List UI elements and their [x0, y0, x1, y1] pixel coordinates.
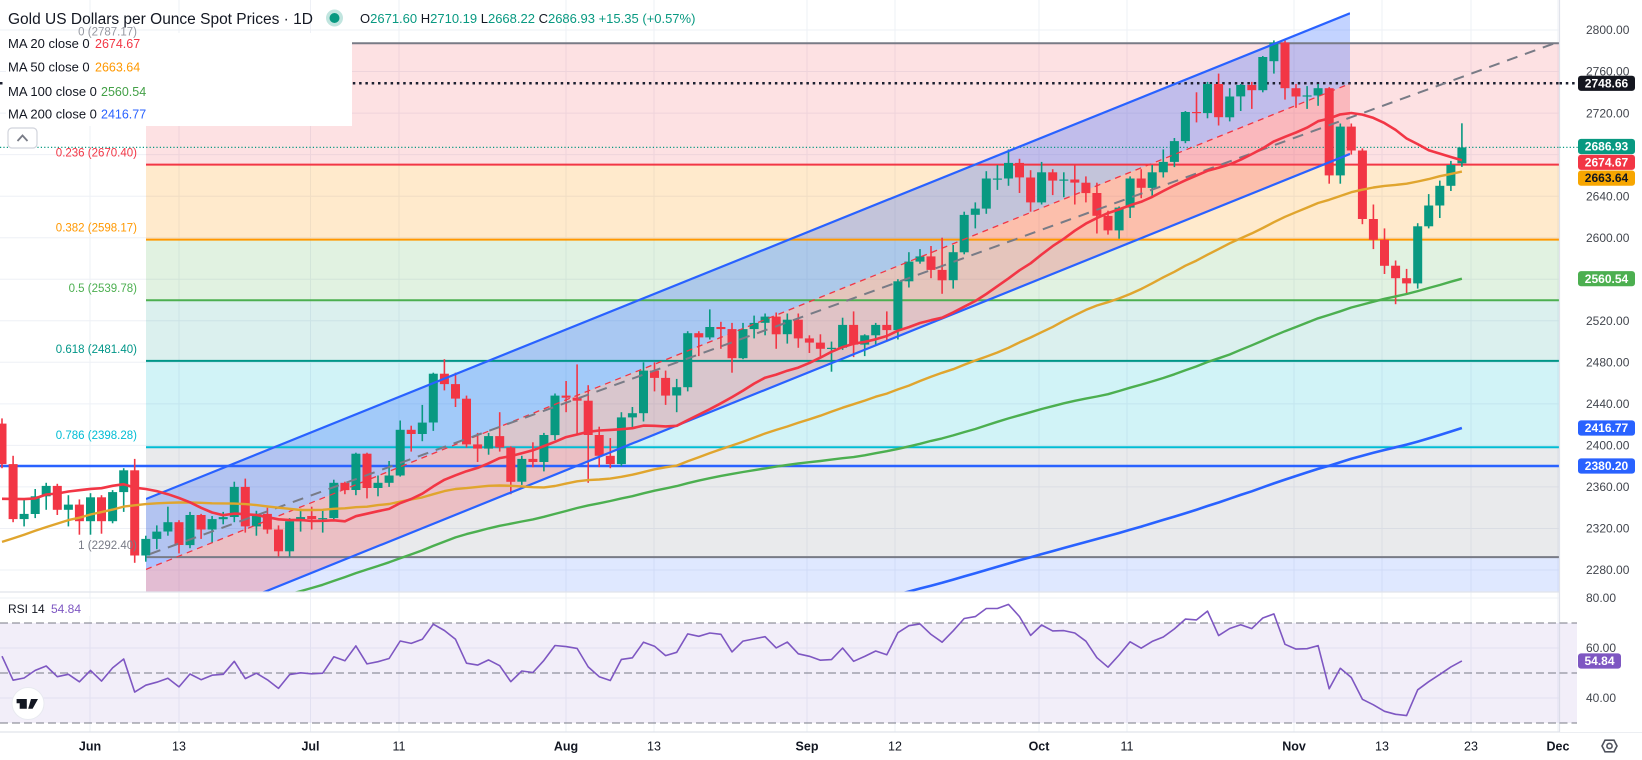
svg-text:RSI 14: RSI 14: [8, 602, 45, 616]
svg-text:0.5 (2539.78): 0.5 (2539.78): [69, 283, 138, 295]
svg-text:2674.67: 2674.67: [95, 37, 140, 51]
svg-text:2760.00: 2760.00: [1586, 65, 1630, 79]
svg-text:2480.00: 2480.00: [1586, 356, 1630, 370]
svg-text:54.84: 54.84: [51, 602, 81, 616]
svg-text:2416.77: 2416.77: [101, 108, 146, 122]
svg-text:0 (2787.17): 0 (2787.17): [78, 27, 137, 39]
svg-text:80.00: 80.00: [1586, 591, 1616, 605]
svg-text:60.00: 60.00: [1586, 641, 1616, 655]
svg-text:2640.00: 2640.00: [1586, 189, 1630, 203]
svg-text:54.84: 54.84: [1584, 654, 1614, 668]
svg-text:13: 13: [1375, 740, 1389, 754]
svg-text:MA 50 close 0: MA 50 close 0: [8, 59, 90, 74]
svg-text:Oct: Oct: [1029, 740, 1051, 754]
svg-text:Nov: Nov: [1282, 740, 1306, 754]
svg-text:2748.66: 2748.66: [1585, 76, 1629, 90]
svg-text:2674.67: 2674.67: [1585, 155, 1629, 169]
svg-text:2720.00: 2720.00: [1586, 106, 1630, 120]
svg-text:Sep: Sep: [796, 740, 819, 754]
svg-text:2663.64: 2663.64: [1585, 171, 1629, 185]
svg-text:2686.93: 2686.93: [1585, 140, 1629, 154]
svg-text:2440.00: 2440.00: [1586, 397, 1630, 411]
svg-text:Dec: Dec: [1547, 740, 1570, 754]
svg-text:MA 200 close 0: MA 200 close 0: [8, 107, 97, 122]
svg-text:11: 11: [1121, 740, 1134, 754]
svg-text:MA 100 close 0: MA 100 close 0: [8, 84, 97, 99]
svg-text:2380.20: 2380.20: [1585, 459, 1629, 473]
svg-text:O2671.60 H2710.19 L2668.22 C26: O2671.60 H2710.19 L2668.22 C2686.93 +15.…: [360, 11, 695, 26]
svg-text:2800.00: 2800.00: [1586, 23, 1630, 37]
svg-text:2416.77: 2416.77: [1585, 421, 1629, 435]
svg-text:MA 20 close 0: MA 20 close 0: [8, 36, 90, 51]
svg-text:2560.54: 2560.54: [1585, 272, 1629, 286]
svg-text:11: 11: [393, 740, 406, 754]
svg-text:0.382 (2598.17): 0.382 (2598.17): [56, 223, 137, 235]
svg-text:0.236 (2670.40): 0.236 (2670.40): [56, 148, 137, 160]
svg-text:2600.00: 2600.00: [1586, 231, 1630, 245]
svg-text:2360.00: 2360.00: [1586, 480, 1630, 494]
svg-text:Jul: Jul: [301, 740, 319, 754]
svg-text:Gold US Dollars per Ounce Spot: Gold US Dollars per Ounce Spot Prices · …: [8, 11, 313, 28]
svg-text:23: 23: [1464, 740, 1478, 754]
svg-text:2663.64: 2663.64: [95, 60, 140, 74]
svg-text:0.618 (2481.40): 0.618 (2481.40): [56, 344, 137, 356]
svg-text:2280.00: 2280.00: [1586, 563, 1630, 577]
svg-text:13: 13: [172, 740, 186, 754]
svg-text:2560.54: 2560.54: [101, 85, 146, 99]
svg-text:Aug: Aug: [554, 740, 578, 754]
svg-text:2520.00: 2520.00: [1586, 314, 1630, 328]
svg-text:2400.00: 2400.00: [1586, 439, 1630, 453]
svg-text:Jun: Jun: [79, 740, 101, 754]
svg-text:0.786 (2398.28): 0.786 (2398.28): [56, 430, 137, 442]
svg-text:12: 12: [888, 740, 902, 754]
svg-text:40.00: 40.00: [1586, 691, 1616, 705]
svg-text:2320.00: 2320.00: [1586, 522, 1630, 536]
svg-text:13: 13: [647, 740, 661, 754]
svg-text:1 (2292.40): 1 (2292.40): [78, 540, 137, 552]
